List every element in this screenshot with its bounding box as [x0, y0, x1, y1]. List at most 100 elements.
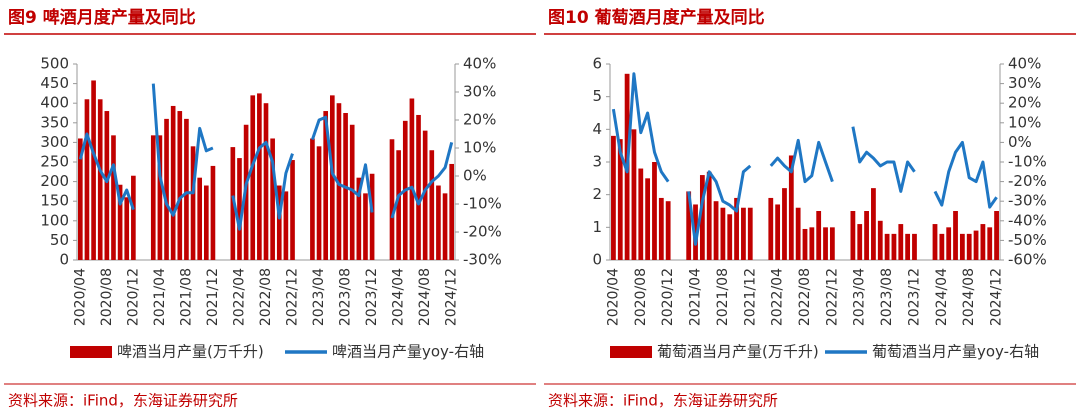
bar	[829, 227, 835, 260]
bar	[871, 188, 876, 260]
bar	[891, 233, 897, 260]
bar	[283, 191, 289, 260]
bar	[617, 139, 623, 260]
bar	[788, 155, 794, 260]
bar	[210, 165, 216, 260]
x-tick-label: 2023/04	[311, 268, 327, 326]
y2-tick-label: 20%	[463, 111, 496, 129]
line	[611, 72, 998, 246]
bar	[686, 191, 692, 260]
bar	[124, 197, 130, 260]
x-tick-label: 2023/08	[879, 268, 895, 326]
bar	[409, 98, 415, 260]
bar	[97, 99, 103, 260]
bar	[713, 201, 719, 260]
bar	[816, 211, 822, 260]
x-tick-label: 2023/08	[338, 268, 354, 326]
bar	[665, 201, 671, 260]
bar	[905, 233, 911, 260]
y-tick-label: 50	[50, 231, 69, 249]
x-tick-label: 2021/08	[715, 268, 731, 326]
x-tick-label: 2022/04	[231, 268, 247, 326]
bar	[953, 211, 958, 260]
bar	[349, 124, 355, 260]
x-tick-label: 2024/12	[444, 268, 460, 326]
bar	[310, 138, 315, 260]
y2-tick-label: 40%	[1008, 55, 1041, 73]
bar	[270, 138, 275, 260]
bar	[768, 197, 774, 260]
y2-tick-label: 20%	[1008, 94, 1041, 112]
bar	[356, 177, 362, 260]
x-tick-label: 2020/12	[125, 268, 141, 326]
bar	[150, 135, 156, 260]
bar	[416, 114, 421, 261]
bar	[111, 135, 116, 260]
bar	[823, 227, 828, 260]
x-tick-label: 2022/08	[258, 268, 274, 326]
x-tick-label: 2020/08	[633, 268, 649, 326]
y2-tick-label: -20%	[463, 223, 502, 241]
bar	[932, 224, 938, 260]
x-tick-label: 2023/04	[852, 268, 868, 326]
y-tick-label: 450	[40, 74, 69, 92]
x-tick-label: 2020/08	[99, 268, 115, 326]
bar	[884, 233, 890, 260]
bar	[782, 188, 787, 260]
legend-label: 啤酒当月产量yoy-右轴	[332, 343, 484, 361]
x-tick-label: 2020/12	[660, 268, 676, 326]
bar	[164, 118, 169, 260]
x-tick-label: 2022/04	[770, 268, 786, 326]
bar	[645, 178, 651, 260]
line	[78, 83, 454, 231]
bar	[994, 211, 999, 260]
bar	[850, 211, 856, 260]
bar	[442, 193, 448, 260]
bar	[912, 233, 917, 260]
bar	[946, 227, 952, 260]
bar	[720, 207, 726, 260]
bar	[877, 220, 883, 260]
y-tick-label: 0	[59, 251, 69, 269]
bar	[104, 111, 110, 260]
y2-tick-label: -30%	[463, 251, 502, 269]
bar	[369, 173, 375, 260]
bar	[973, 230, 979, 260]
bar	[449, 163, 455, 260]
chart-title: 图10 葡萄酒月度产量及同比	[548, 7, 765, 28]
bar	[734, 197, 739, 260]
bar	[980, 224, 986, 260]
bar	[658, 197, 664, 260]
x-tick-label: 2021/12	[742, 268, 758, 326]
bar	[177, 111, 183, 260]
y-tick-label: 100	[40, 211, 69, 229]
legend-swatch	[610, 346, 652, 358]
bar	[323, 111, 329, 260]
y2-tick-label: 10%	[1008, 113, 1041, 131]
bar	[117, 184, 123, 260]
y-tick-label: 4	[592, 120, 602, 138]
legend-label: 葡萄酒当月产量(万千升)	[657, 343, 819, 361]
y2-tick-label: 10%	[463, 139, 496, 157]
bar	[131, 175, 136, 260]
bar	[652, 162, 657, 260]
bar	[775, 204, 781, 260]
bar	[631, 129, 637, 260]
bar	[706, 171, 712, 260]
bar	[203, 185, 209, 260]
bar	[611, 135, 616, 260]
bar	[429, 150, 435, 260]
y2-tick-label: 0%	[463, 167, 487, 185]
x-tick-label: 2023/12	[906, 268, 922, 326]
y-tick-label: 300	[40, 133, 69, 151]
x-tick-label: 2022/08	[797, 268, 813, 326]
bar	[699, 175, 705, 260]
legend-label: 葡萄酒当月产量yoy-右轴	[872, 343, 1039, 361]
bar	[84, 99, 90, 260]
y-tick-label: 0	[592, 251, 602, 269]
source: 资料来源：iFind，东海证券研究所	[548, 392, 778, 410]
y-tick-label: 250	[40, 153, 69, 171]
bar	[250, 95, 256, 260]
x-tick-label: 2022/12	[824, 268, 840, 326]
